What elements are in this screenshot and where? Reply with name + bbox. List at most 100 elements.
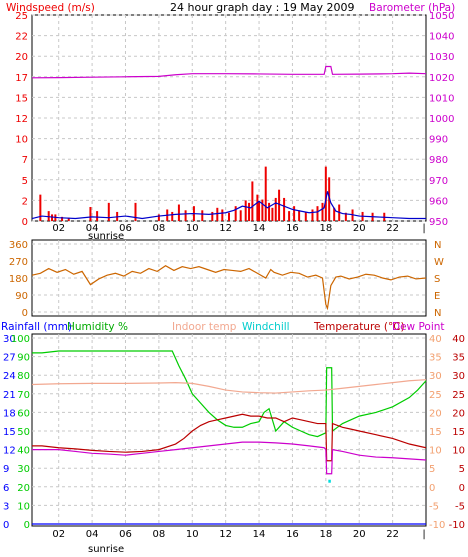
sunrise-label-top: sunrise <box>88 231 124 242</box>
wind-average-line <box>31 191 426 220</box>
temperature-tick-label: 35 <box>452 353 465 364</box>
temp-x-end-marker: | <box>422 529 425 540</box>
rainfall-tick-label: 0 <box>3 520 9 531</box>
windspeed-tick-label: 5 <box>22 176 28 187</box>
indoor-temp-tick-label: 10 <box>429 446 442 457</box>
humidity-tick-label: 40 <box>17 446 30 457</box>
windchill-label: Windchill <box>242 321 290 333</box>
indoor-temp-line <box>31 379 427 394</box>
indoor-temp-label: Indoor temp <box>172 321 237 333</box>
wind-x-tick-label: 04 <box>86 223 99 234</box>
temp-x-tick-label: 20 <box>353 529 366 540</box>
direction-degree-label: 90 <box>15 291 28 302</box>
windspeed-tick-label: 12 <box>15 114 28 125</box>
barometer-tick-label: 1010 <box>429 93 454 104</box>
windspeed-tick-label: 15 <box>15 93 28 104</box>
barometer-tick-label: 960 <box>429 196 448 207</box>
rainfall-tick-label: 30 <box>3 334 16 345</box>
temperature-tick-label: 0 <box>459 483 465 494</box>
indoor-temp-tick-label: 30 <box>429 371 442 382</box>
temperature-tick-label: 40 <box>452 334 465 345</box>
barometer-tick-label: 980 <box>429 155 448 166</box>
wind-x-tick-label: 14 <box>253 223 266 234</box>
humidity-tick-label: 0 <box>24 520 30 531</box>
rainfall-axis-label: Rainfall (mm) <box>1 321 72 333</box>
humidity-tick-label: 50 <box>17 427 30 438</box>
barometer-line <box>31 65 427 79</box>
direction-compass-label: E <box>434 291 440 302</box>
sunrise-label-bottom: sunrise <box>88 544 124 555</box>
windspeed-tick-label: 25 <box>15 11 28 22</box>
rainfall-tick-label: 21 <box>3 390 16 401</box>
barometer-tick-label: 1020 <box>429 73 454 84</box>
barometer-tick-label: 990 <box>429 135 448 146</box>
dewpoint-axis-label: Dew Point <box>392 321 445 333</box>
indoor-temp-tick-label: 0 <box>429 483 435 494</box>
temperature-tick-label: 30 <box>452 371 465 382</box>
temp-x-tick-label: 14 <box>253 529 266 540</box>
temp-x-tick-label: 18 <box>319 529 332 540</box>
windspeed-tick-label: 20 <box>15 52 28 63</box>
wind-x-tick-label: 20 <box>353 223 366 234</box>
humidity-tick-label: 60 <box>17 408 30 419</box>
rainfall-tick-label: 12 <box>3 446 16 457</box>
temperature-tick-label: 25 <box>452 390 465 401</box>
indoor-temp-tick-label: -5 <box>429 501 439 512</box>
temperature-axis-label: Temperature (°C) <box>313 321 405 333</box>
wind-x-tick-label: 12 <box>219 223 232 234</box>
indoor-temp-tick-label: 40 <box>429 334 442 345</box>
direction-degree-label: 180 <box>9 274 28 285</box>
indoor-temp-tick-label: 35 <box>429 353 442 364</box>
windspeed-tick-label: 2 <box>22 196 28 207</box>
humidity-tick-label: 100 <box>11 334 30 345</box>
wind-x-tick-label: 08 <box>153 223 166 234</box>
rainfall-tick-label: 15 <box>3 427 16 438</box>
direction-compass-label: W <box>434 257 444 268</box>
windspeed-tick-label: 17 <box>15 73 28 84</box>
windspeed-tick-label: 0 <box>22 217 28 228</box>
barometer-tick-label: 1030 <box>429 52 454 63</box>
humidity-tick-label: 80 <box>17 371 30 382</box>
temperature-tick-label: -5 <box>455 501 465 512</box>
direction-line <box>31 265 427 311</box>
windspeed-tick-label: 22 <box>15 32 28 43</box>
temp-x-tick-label: 10 <box>186 529 199 540</box>
rainfall-tick-label: 27 <box>3 353 16 364</box>
temp-x-tick-label: 12 <box>219 529 232 540</box>
graph-title: 24 hour graph day : 19 May 2009 <box>170 1 355 14</box>
temp-x-tick-label: 22 <box>386 529 399 540</box>
direction-degree-label: 0 <box>22 308 28 319</box>
rainfall-tick-label: 6 <box>3 483 9 494</box>
humidity-tick-label: 30 <box>17 464 30 475</box>
wind-baro-plot-frame <box>31 14 427 222</box>
rainfall-tick-label: 9 <box>3 464 9 475</box>
rainfall-tick-label: 18 <box>3 408 16 419</box>
barometer-tick-label: 1050 <box>429 11 454 22</box>
direction-compass-label: S <box>434 274 440 285</box>
direction-degree-label: 360 <box>9 240 28 251</box>
windspeed-tick-label: 10 <box>15 135 28 146</box>
temp-x-tick-label: 04 <box>86 529 99 540</box>
rainfall-tick-label: 3 <box>3 501 9 512</box>
barometer-tick-label: 950 <box>429 217 448 228</box>
indoor-temp-tick-label: 5 <box>429 464 435 475</box>
temperature-tick-label: 10 <box>452 446 465 457</box>
humidity-tick-label: 70 <box>17 390 30 401</box>
rainfall-tick-label: 24 <box>3 371 16 382</box>
temperature-tick-label: 5 <box>459 464 465 475</box>
direction-compass-label: N <box>434 308 441 319</box>
temp-x-tick-label: 08 <box>153 529 166 540</box>
barometer-tick-label: 1000 <box>429 114 454 125</box>
temperature-line <box>32 413 427 462</box>
wind-x-tick-label: 02 <box>52 223 65 234</box>
wind-x-tick-label: 18 <box>319 223 332 234</box>
humidity-tick-label: 10 <box>17 501 30 512</box>
humidity-line <box>32 350 427 438</box>
temperature-tick-label: 15 <box>452 427 465 438</box>
humidity-axis-label: Humidity % <box>67 321 128 333</box>
direction-degree-label: 270 <box>9 257 28 268</box>
temperature-tick-label: -10 <box>449 520 465 531</box>
direction-compass-label: N <box>434 240 441 251</box>
indoor-temp-tick-label: -10 <box>429 520 445 531</box>
